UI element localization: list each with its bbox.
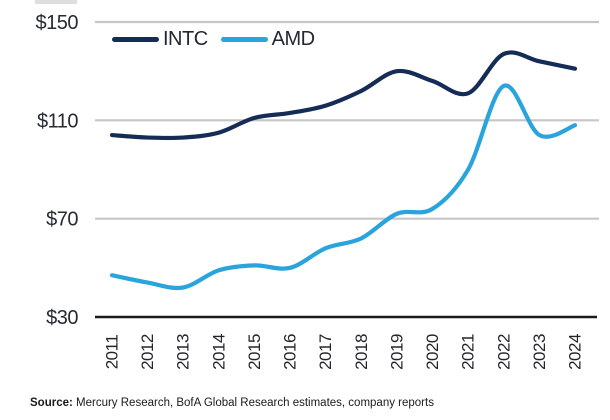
x-tick-label: 2021 [459, 334, 478, 370]
x-tick-label: 2012 [138, 334, 157, 370]
source-attribution: Source: Mercury Research, BofA Global Re… [30, 397, 434, 409]
y-tick-label: $150 [36, 12, 79, 34]
x-tick-label: 2013 [174, 334, 193, 370]
x-tick-label: 2017 [316, 334, 335, 370]
x-tick-label: 2022 [494, 334, 513, 370]
x-tick-label: 2024 [566, 334, 585, 370]
x-tick-label: 2018 [352, 334, 371, 370]
x-tick-label: 2019 [387, 334, 406, 370]
y-tick-label: $30 [46, 307, 78, 329]
x-tick-label: 2016 [281, 334, 300, 370]
legend-label-amd: AMD [271, 28, 315, 50]
x-tick-label: 2015 [245, 334, 264, 370]
chart-legend: INTC AMD [112, 28, 315, 50]
x-tick-label: 2023 [530, 334, 549, 370]
x-tick-label: 2020 [423, 334, 442, 370]
x-tick-label: 2011 [103, 335, 122, 370]
amd-series-line [109, 83, 578, 291]
x-tick-label: 2014 [209, 334, 228, 370]
y-tick-label: $110 [37, 110, 78, 132]
intc-line-swatch-icon [112, 36, 159, 42]
legend-item-amd: AMD [220, 28, 315, 50]
intc-series-line [109, 50, 578, 141]
source-label: Source: [30, 397, 73, 409]
amd-line-swatch-icon [220, 36, 268, 42]
source-text: Mercury Research, BofA Global Research e… [72, 397, 434, 409]
legend-label-intc: INTC [163, 28, 208, 50]
y-tick-label: $70 [46, 209, 78, 231]
legend-item-intc: INTC [112, 28, 208, 50]
clipped-top-artifact [35, 0, 77, 4]
